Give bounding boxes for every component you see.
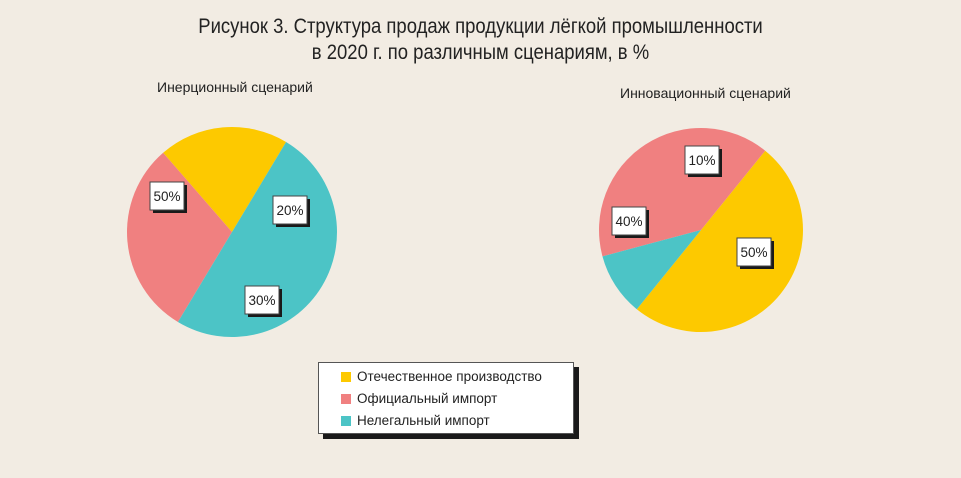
legend-item-illegal: Нелегальный импорт bbox=[341, 411, 490, 431]
svg-text:10%: 10% bbox=[688, 153, 715, 168]
data-label-innovative-domestic: 50% bbox=[736, 237, 774, 269]
svg-text:50%: 50% bbox=[153, 189, 180, 204]
legend-swatch-domestic bbox=[341, 372, 351, 382]
svg-text:30%: 30% bbox=[248, 293, 275, 308]
legend-label-domestic: Отечественное производство bbox=[357, 369, 542, 384]
legend: Отечественное производство Официальный и… bbox=[318, 362, 574, 434]
pie-slice-innovative-domestic bbox=[636, 150, 803, 332]
data-label-inertial-official: 30% bbox=[244, 285, 282, 317]
data-label-inertial-illegal: 50% bbox=[149, 181, 187, 213]
pie-slice-innovative-illegal bbox=[602, 230, 701, 310]
svg-text:50%: 50% bbox=[740, 245, 767, 260]
legend-swatch-illegal bbox=[341, 416, 351, 426]
title-line-1: Рисунок 3. Структура продаж продукции лё… bbox=[198, 15, 763, 38]
legend-item-domestic: Отечественное производство bbox=[341, 367, 542, 387]
pie-slice-inertial-domestic bbox=[163, 126, 287, 232]
figure-title: Рисунок 3. Структура продаж продукции лё… bbox=[58, 14, 904, 66]
pie-slice-inertial-illegal bbox=[177, 141, 337, 337]
legend-swatch-official bbox=[341, 394, 351, 404]
legend-label-official: Официальный импорт bbox=[357, 391, 498, 406]
svg-text:40%: 40% bbox=[615, 214, 642, 229]
svg-text:20%: 20% bbox=[276, 203, 303, 218]
legend-item-official: Официальный импорт bbox=[341, 389, 497, 409]
pie-title-inertial: Инерционный сценарий bbox=[157, 79, 313, 95]
pie-title-innovative: Инновационный сценарий bbox=[620, 85, 791, 101]
data-label-innovative-illegal: 10% bbox=[684, 145, 722, 177]
legend-label-illegal: Нелегальный импорт bbox=[357, 413, 490, 428]
data-label-inertial-domestic: 20% bbox=[272, 195, 310, 227]
title-line-2: в 2020 г. по различным сценариям, в % bbox=[311, 41, 650, 64]
data-label-innovative-official: 40% bbox=[611, 206, 649, 238]
